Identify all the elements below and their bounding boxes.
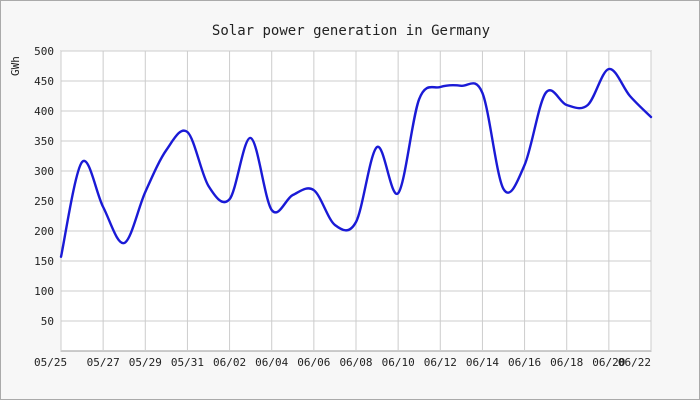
y-tick-label: 500 <box>34 45 54 58</box>
x-tick-label: 06/06 <box>297 356 330 369</box>
x-tick-label: 05/29 <box>129 356 162 369</box>
x-tick-label: 05/27 <box>87 356 120 369</box>
grid-lines <box>60 50 652 351</box>
x-tick-label: 06/18 <box>550 356 583 369</box>
x-tick-label: 06/10 <box>382 356 415 369</box>
y-tick-label: 150 <box>34 255 54 268</box>
y-tick-label: 100 <box>34 285 54 298</box>
x-tick-label: 06/16 <box>508 356 541 369</box>
y-tick-label: 400 <box>34 105 54 118</box>
y-tick-label: 300 <box>34 165 54 178</box>
x-tick-label: 06/14 <box>466 356 499 369</box>
x-tick-label: 06/20 <box>592 356 625 369</box>
x-tick-label: 06/22 <box>618 356 651 369</box>
x-tick-labels: 05/25 05/27 05/29 05/31 06/02 06/04 06/06 06/08… <box>34 356 651 369</box>
y-tick-label: 50 <box>41 315 54 328</box>
x-tick-label: 05/31 <box>171 356 204 369</box>
x-tick-label: 06/04 <box>255 356 288 369</box>
y-tick-label: 350 <box>34 135 54 148</box>
y-tick-labels: 50 100 150 200 250 300 350 400 450 500 <box>34 45 54 328</box>
x-tick-label: 06/02 <box>213 356 246 369</box>
x-tick-label: 06/08 <box>339 356 372 369</box>
chart-title: Solar power generation in Germany <box>212 23 490 39</box>
x-tick-label: 06/12 <box>424 356 457 369</box>
x-tick-label: 05/25 <box>34 356 67 369</box>
series-line <box>59 67 653 258</box>
y-tick-label: 450 <box>34 75 54 88</box>
y-tick-label: 250 <box>34 195 54 208</box>
y-tick-label: 200 <box>34 225 54 238</box>
y-axis-label: GWh <box>9 56 22 76</box>
